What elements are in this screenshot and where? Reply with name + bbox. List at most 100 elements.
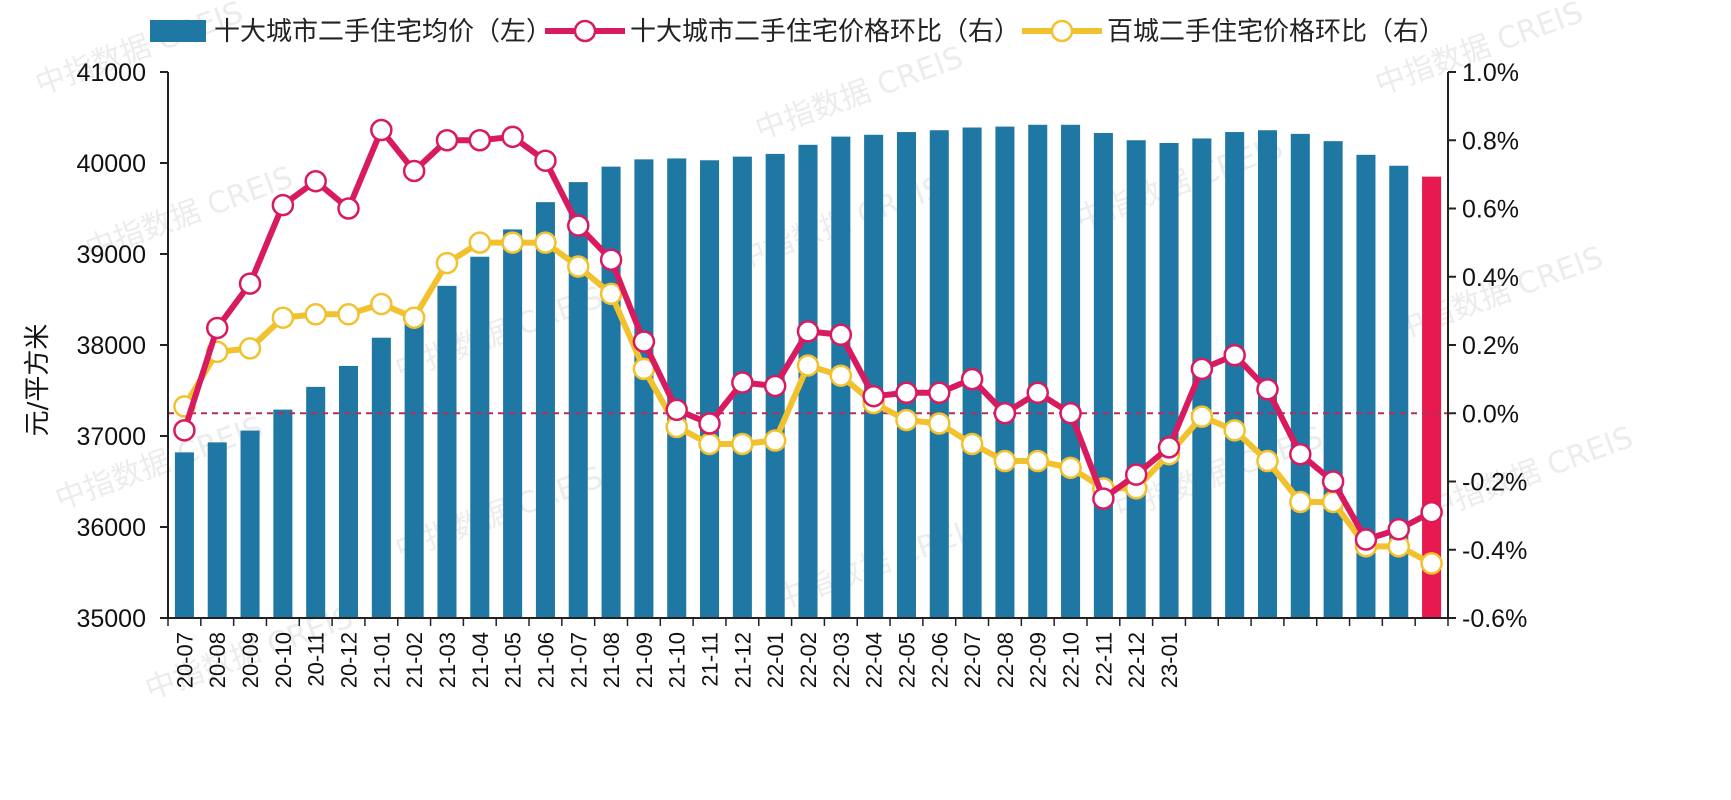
x-tick-label-21-07: 21-07 [566, 632, 591, 688]
bar-23-03 [1225, 132, 1245, 618]
x-tick-label-22-05: 22-05 [894, 632, 919, 688]
ten-city-mom-point-21-06 [534, 149, 557, 172]
bar-20-11 [306, 386, 326, 618]
hundred-city-mom-point-21-01 [370, 292, 393, 316]
x-tick-label-21-02: 21-02 [402, 632, 427, 688]
ten-city-mom-point-23-03 [1223, 343, 1246, 367]
legend-label-bar: 十大城市二手住宅均价（左） [214, 17, 552, 47]
x-tick-label-20-07: 20-07 [172, 632, 197, 688]
x-tick-label-21-10: 21-10 [665, 632, 690, 688]
x-tick-label-22-01: 22-01 [763, 632, 788, 688]
ten-city-mom-point-20-12 [337, 197, 360, 220]
right-axis-ticks: -0.6% -0.4% -0.2% 0.0% 0.2% 0.4% 0.6% 0.8% 1.0% [1448, 59, 1527, 633]
ten-city-mom-point-20-09 [238, 272, 262, 295]
ten-city-mom-point-22-10 [1059, 402, 1082, 425]
bar-21-03 [437, 285, 457, 618]
bar-21-09 [634, 159, 654, 619]
watermark-text: 中指数据 CREIS [1371, 0, 1588, 103]
ten-city-mom-point-23-04 [1256, 378, 1279, 401]
x-tick-label-22-02: 22-02 [796, 632, 821, 688]
left-tick-label: 35000 [76, 605, 146, 633]
ten-city-mom-point-21-08 [599, 248, 623, 271]
bar-21-05 [503, 229, 523, 618]
hundred-city-mom-point-21-05 [501, 231, 524, 254]
hundred-city-mom-point-20-09 [238, 337, 262, 360]
ten-city-mom-point-21-05 [501, 125, 524, 149]
bar-22-06 [929, 130, 949, 619]
bar-22-05 [896, 132, 916, 618]
ten-city-mom-point-22-03 [829, 323, 853, 347]
ten-city-mom-point-21-10 [665, 398, 688, 422]
x-tick-label-20-12: 20-12 [337, 632, 362, 688]
hundred-city-mom-point-22-07 [960, 432, 984, 456]
ten-city-mom-point-22-09 [1026, 381, 1049, 405]
ten-city-mom-point-21-01 [370, 118, 393, 142]
bar-21-01 [371, 337, 391, 618]
x-tick-label-21-08: 21-08 [599, 632, 624, 688]
x-tick-label-21-04: 21-04 [468, 632, 493, 688]
hundred-city-mom-point-21-11 [698, 432, 721, 456]
bar-23-04 [1257, 130, 1278, 619]
ten-city-mom-point-22-01 [763, 374, 787, 398]
hundred-city-mom-point-21-06 [534, 231, 557, 254]
ten-city-mom-point-22-11 [1092, 487, 1115, 510]
ten-city-mom-point-22-07 [960, 367, 984, 391]
ten-city-mom-point-20-10 [271, 193, 295, 217]
x-tick-label-21-09: 21-09 [632, 632, 657, 688]
x-tick-label-22-08: 22-08 [993, 632, 1018, 688]
right-tick-label: -0.6% [1462, 605, 1527, 633]
x-tick-label-22-03: 22-03 [829, 632, 854, 688]
right-tick-label: 0.4% [1462, 264, 1519, 292]
ten-city-mom-point-22-06 [928, 381, 951, 405]
right-tick-label: 0.2% [1462, 332, 1519, 360]
watermark-text: 中指数据 CREIS [1421, 420, 1638, 528]
left-axis-ticks: 35000 36000 37000 38000 39000 40000 41000 [76, 59, 168, 633]
legend-label-hundred: 百城二手住宅价格环比（右） [1107, 17, 1445, 47]
bar-23-06 [1323, 141, 1343, 618]
x-tick-label-21-06: 21-06 [533, 632, 558, 688]
hundred-city-mom-point-23-05 [1289, 490, 1312, 514]
hundred-city-mom-point-22-03 [829, 364, 853, 387]
ten-city-mom-point-23-02 [1190, 357, 1214, 381]
ten-city-mom-point-21-09 [632, 330, 656, 353]
x-tick-label-21-05: 21-05 [501, 632, 526, 688]
bar-21-08 [601, 166, 621, 618]
bar-20-12 [338, 365, 359, 618]
ten-city-mom-point-21-07 [567, 214, 590, 237]
ten-city-mom-point-21-11 [698, 412, 721, 435]
bar-23-01 [1159, 142, 1179, 619]
bar-23-08 [1389, 165, 1409, 619]
legend-marker-ten [573, 19, 597, 43]
hundred-city-mom-point-20-11 [304, 303, 327, 326]
x-tick-label-22-04: 22-04 [862, 632, 887, 688]
bar-series [174, 124, 1442, 619]
bar-20-07 [174, 452, 194, 618]
bar-23-09 [1422, 176, 1442, 618]
bar-20-09 [240, 430, 260, 618]
bar-22-09 [1028, 124, 1048, 618]
right-tick-label: 0.8% [1462, 127, 1519, 155]
bar-22-02 [798, 144, 818, 619]
ten-city-mom-point-20-07 [173, 419, 196, 442]
hundred-city-mom-point-23-03 [1223, 419, 1246, 442]
ten-city-mom-point-22-12 [1124, 463, 1148, 486]
bar-23-07 [1356, 154, 1376, 618]
hundred-city-mom-point-22-05 [895, 408, 918, 432]
hundred-city-mom-point-21-04 [468, 231, 492, 254]
ten-city-mom-point-23-05 [1289, 442, 1312, 466]
bar-21-06 [535, 202, 555, 618]
bar-22-04 [864, 134, 884, 619]
ten-city-mom-point-21-04 [468, 129, 492, 152]
bar-22-08 [995, 126, 1015, 618]
x-tick-label-20-11: 20-11 [304, 632, 329, 687]
hundred-city-mom-point-20-10 [271, 306, 295, 329]
hundred-city-mom-point-21-02 [402, 306, 426, 329]
hundred-city-mom-point-21-07 [567, 255, 590, 278]
bar-20-10 [273, 409, 293, 618]
left-tick-label: 39000 [76, 241, 146, 269]
bar-21-02 [404, 324, 424, 618]
x-tick-label-23-01: 23-01 [1157, 632, 1182, 688]
x-tick-label-22-12: 22-12 [1124, 632, 1149, 688]
ten-city-mom-point-23-08 [1387, 518, 1411, 541]
hundred-city-mom-point-23-04 [1256, 449, 1279, 473]
